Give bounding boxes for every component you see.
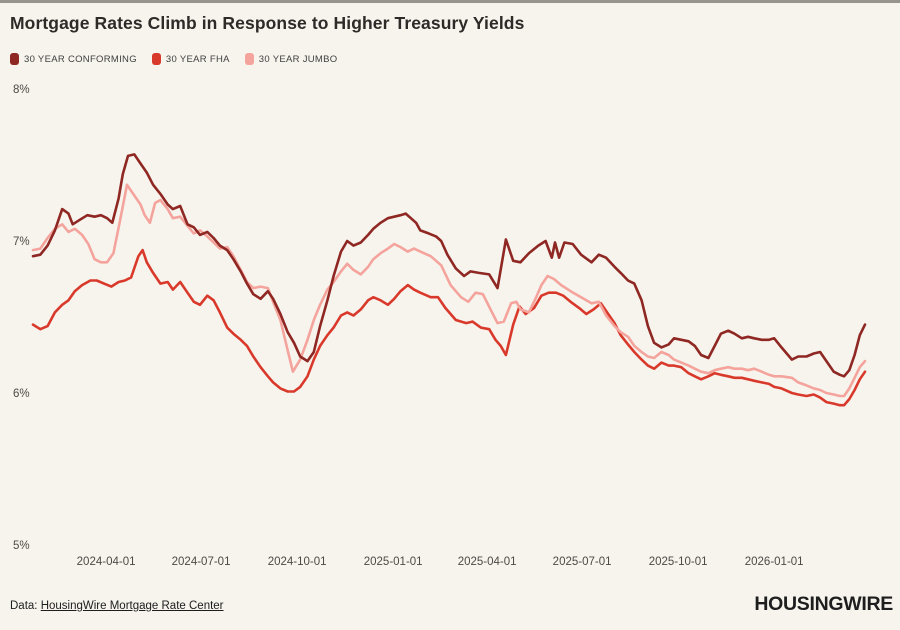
y-axis-tick-label: 5%	[13, 540, 30, 552]
legend-item[interactable]: 30 YEAR CONFORMING	[10, 53, 137, 65]
legend-label: 30 YEAR FHA	[165, 53, 230, 65]
chart-canvas: 8% 7% 6% 5% 2024-04-01 2024-07-01 2024-10-01 20…	[13, 84, 867, 568]
chart-legend: 30 YEAR CONFORMING 30 YEAR FHA 30 YEAR JUM…	[10, 53, 337, 65]
y-axis-tick-label: 7%	[13, 236, 30, 248]
legend-label: 30 YEAR JUMBO	[258, 53, 338, 65]
legend-swatch-icon	[10, 53, 19, 65]
y-axis-tick-label: 8%	[13, 84, 30, 96]
legend-swatch-icon	[244, 53, 254, 65]
source-link[interactable]: HousingWire Mortgage Rate Center	[40, 600, 224, 612]
legend-label: 30 YEAR CONFORMING	[24, 53, 137, 65]
source-note: Data: HousingWire Mortgage Rate Center	[10, 600, 224, 612]
source-prefix-label: Data:	[10, 600, 38, 612]
page-title: Mortgage Rates Climb in Response to High…	[10, 13, 525, 33]
x-axis-tick-label: 2024-10-01	[268, 556, 327, 568]
x-axis-tick-label: 2025-07-01	[553, 556, 612, 568]
legend-item[interactable]: 30 YEAR JUMBO	[244, 53, 338, 65]
series-line-30-year-jumbo	[31, 183, 867, 398]
legend-item[interactable]: 30 YEAR FHA	[151, 53, 230, 65]
series-line-30-year-conforming	[31, 153, 867, 378]
x-axis-tick-label: 2025-10-01	[649, 556, 708, 568]
x-axis-tick-label: 2024-07-01	[172, 556, 231, 568]
series-line-30-year-fha	[31, 248, 867, 407]
y-axis-tick-label: 6%	[13, 388, 30, 400]
x-axis-tick-label: 2025-01-01	[364, 556, 423, 568]
x-axis-tick-label: 2024-04-01	[77, 556, 136, 568]
x-axis-tick-label: 2026-01-01	[745, 556, 804, 568]
x-axis-tick-label: 2025-04-01	[458, 556, 517, 568]
legend-swatch-icon	[151, 53, 161, 65]
housingwire-logo: HOUSINGWIRE	[754, 593, 893, 615]
